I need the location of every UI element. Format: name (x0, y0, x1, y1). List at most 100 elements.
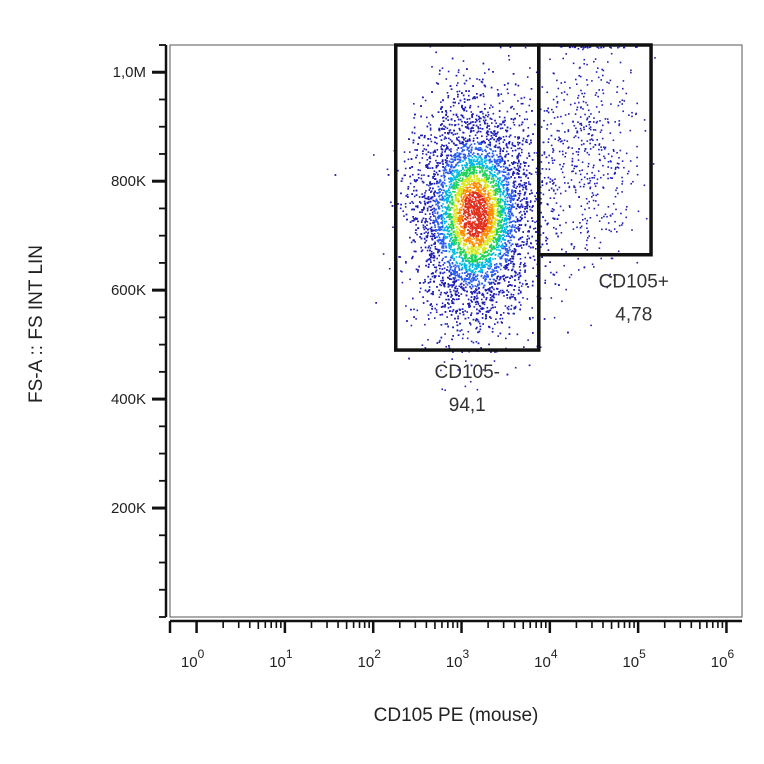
event-dot (512, 191, 514, 194)
event-dot (476, 255, 478, 258)
event-dot (496, 154, 498, 156)
event-dot (414, 149, 416, 151)
event-dot (525, 175, 527, 178)
event-dot (450, 266, 453, 268)
event-dot (489, 240, 492, 242)
event-dot (519, 205, 522, 208)
event-dot (497, 199, 499, 202)
event-dot (505, 177, 507, 179)
event-dot (506, 221, 508, 224)
event-dot (456, 211, 459, 214)
event-dot (508, 59, 511, 61)
event-dot (434, 317, 436, 319)
event-dot (506, 297, 509, 299)
event-dot (492, 239, 494, 242)
event-dot (490, 118, 493, 120)
event-dot (487, 214, 490, 217)
event-dot (472, 271, 474, 273)
event-dot (513, 180, 515, 183)
event-dot (523, 173, 526, 176)
event-dot (450, 148, 452, 150)
event-dot (474, 285, 476, 287)
event-dot (455, 241, 458, 244)
event-dot (513, 230, 516, 232)
event-dot (429, 127, 432, 130)
event-dot (438, 226, 440, 228)
event-dot (539, 172, 542, 175)
event-dot (489, 198, 491, 201)
event-dot (489, 107, 491, 109)
event-dot (490, 172, 493, 175)
event-dot (515, 161, 517, 164)
event-dot (475, 239, 477, 242)
event-dot (428, 122, 430, 124)
event-dot (409, 278, 411, 281)
event-dot (456, 90, 459, 93)
event-dot (442, 279, 445, 282)
event-dot (448, 149, 451, 151)
event-dot (445, 256, 447, 258)
event-dot (486, 218, 489, 221)
event-dot (534, 195, 536, 197)
event-dot (506, 173, 508, 176)
event-dot (465, 223, 467, 225)
event-dot (491, 287, 494, 289)
event-dot (456, 209, 458, 211)
event-dot (415, 318, 417, 320)
event-dot (482, 217, 484, 219)
event-dot (413, 117, 415, 119)
event-dot (452, 252, 455, 254)
event-dot (534, 227, 537, 229)
event-dot (505, 337, 507, 340)
event-dot (453, 233, 455, 236)
event-dot (497, 255, 500, 257)
event-dot (478, 213, 480, 216)
event-dot (451, 165, 453, 168)
event-dot (455, 230, 458, 232)
event-dot (494, 198, 496, 200)
event-dot (429, 247, 432, 249)
event-dot (414, 217, 417, 219)
event-dot (487, 184, 490, 187)
event-dot (452, 179, 454, 182)
event-dot (500, 235, 503, 237)
event-dot (463, 279, 466, 281)
event-dot (520, 184, 523, 187)
event-dot (469, 184, 471, 186)
event-dot (490, 271, 492, 273)
event-dot (451, 300, 453, 302)
event-dot (457, 212, 459, 215)
event-dot (432, 116, 434, 118)
event-dot (480, 186, 482, 189)
event-dot (445, 225, 448, 228)
event-dot (463, 254, 465, 256)
event-dot (462, 230, 464, 232)
event-dot (467, 200, 470, 203)
event-dot (433, 233, 436, 235)
event-dot (481, 225, 483, 228)
event-dot (506, 207, 508, 210)
event-dot (442, 264, 445, 266)
event-dot (493, 213, 496, 215)
event-dot (505, 222, 507, 225)
event-dot (486, 146, 489, 149)
event-dot (486, 244, 489, 246)
event-dot (462, 237, 465, 239)
event-dot (438, 236, 441, 239)
event-dot (421, 157, 424, 159)
event-dot (435, 82, 438, 84)
event-dot (503, 175, 506, 177)
event-dot (476, 226, 478, 229)
event-dot (510, 262, 512, 264)
event-dot (480, 268, 482, 270)
event-dot (465, 177, 467, 180)
event-dot (455, 285, 457, 288)
event-dot (390, 201, 392, 204)
event-dot (521, 199, 523, 201)
event-dot (435, 159, 437, 162)
event-dot (511, 142, 514, 144)
event-dot (461, 260, 464, 263)
event-dot (465, 268, 468, 270)
event-dot (423, 174, 425, 176)
event-dot (491, 163, 494, 166)
